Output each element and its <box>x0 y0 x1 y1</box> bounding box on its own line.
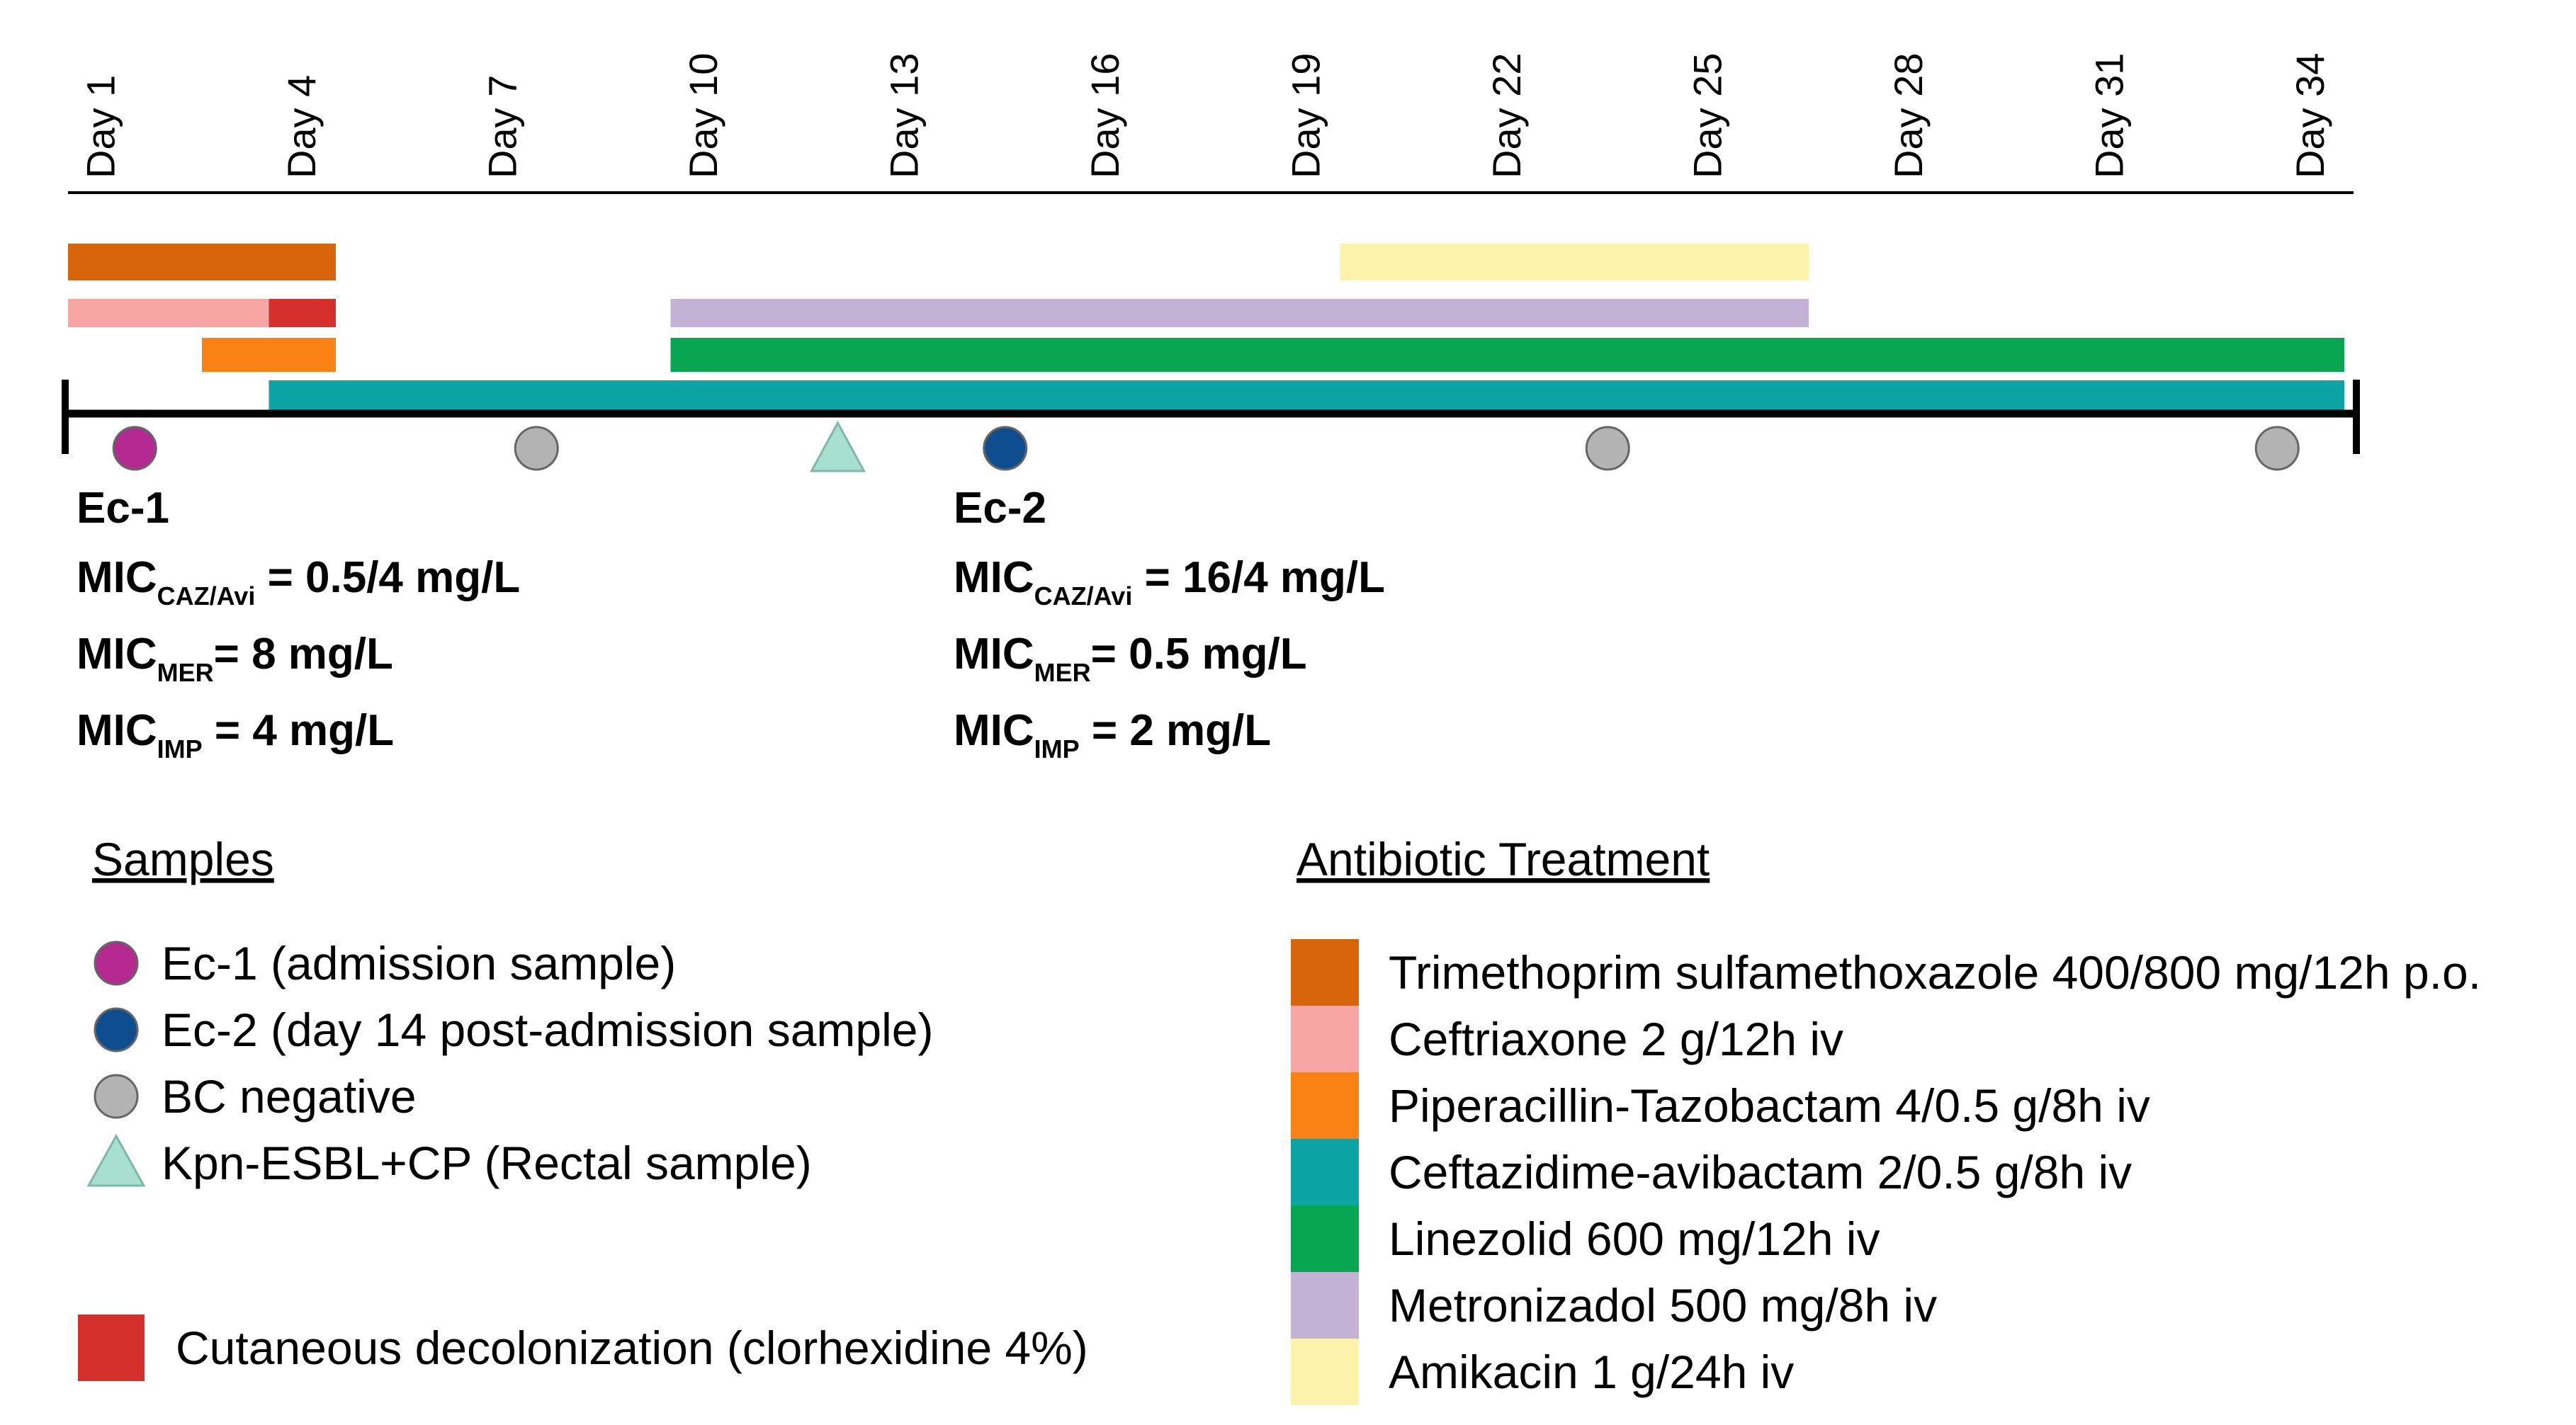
sample-marker-bc_negative-1 <box>514 426 559 471</box>
treatment-legend-swatch-pip-tazo <box>1291 1072 1359 1139</box>
decolonization-legend-swatch <box>78 1315 145 1381</box>
treatment-legend-swatch-amikacin <box>1291 1339 1359 1405</box>
treatment-bars <box>68 244 2344 414</box>
tick-label-day-31: Day 31 <box>2086 53 2131 178</box>
sample-marker-ec1-0 <box>112 426 157 471</box>
treatment-legend-swatch-metronidazole <box>1291 1272 1359 1339</box>
sample-markers <box>112 420 2300 472</box>
linezolid-bar <box>670 338 2344 372</box>
mic-line-ec-2-mer: MICMER= 0.5 mg/L <box>954 630 1307 687</box>
tick-label-day-13: Day 13 <box>881 53 926 178</box>
treatment-legend-label-ceftriaxone: Ceftriaxone 2 g/12h iv <box>1389 1013 1843 1065</box>
tick-label-day-10: Day 10 <box>681 53 725 178</box>
isolate-name-ec-2: Ec-2 <box>954 484 1046 533</box>
decolonization-legend: Cutaneous decolonization (clorhexidine 4… <box>78 1315 1088 1381</box>
tick-label-day-1: Day 1 <box>78 75 123 178</box>
samples-legend-swatch-kpn <box>86 1133 146 1187</box>
samples-legend-title: Samples <box>92 833 274 885</box>
treatment-legend-label-tmp-smx: Trimethoprim sulfamethoxazole 400/800 mg… <box>1389 946 2481 999</box>
decolonization-legend-label: Cutaneous decolonization (clorhexidine 4… <box>176 1322 1088 1374</box>
tick-label-day-28: Day 28 <box>1886 53 1931 178</box>
metronidazole-bar <box>670 299 1809 327</box>
treatment-legend-swatch-tmp-smx <box>1291 939 1359 1006</box>
mic-line-ec-1-caz-avi: MICCAZ/Avi = 0.5/4 mg/L <box>77 553 520 611</box>
treatment-legend: Antibiotic Treatment Trimethoprim sulfam… <box>1291 833 2481 1405</box>
sample-marker-kpn-2 <box>809 420 866 472</box>
samples-legend-swatch-bc_negative <box>94 1074 139 1119</box>
tick-label-day-7: Day 7 <box>480 75 524 178</box>
treatment-legend-swatch-ceftriaxone <box>1291 1006 1359 1072</box>
treatment-legend-label-metronidazole: Metronizadol 500 mg/8h iv <box>1389 1279 1937 1332</box>
amikacin-bar <box>1340 244 1809 280</box>
samples-legend-swatch-ec2 <box>94 1007 139 1052</box>
treatment-legend-label-pip-tazo: Piperacillin-Tazobactam 4/0.5 g/8h iv <box>1389 1079 2150 1132</box>
tick-label-day-22: Day 22 <box>1484 53 1529 178</box>
caz-avi-bar <box>269 380 2344 414</box>
sample-marker-bc_negative-4 <box>1585 426 1630 471</box>
tick-label-day-16: Day 16 <box>1083 53 1127 178</box>
day-tick-labels: Day 1 Day 4 Day 7 Day 10 Day 13 Day 16 Day 19 D… <box>78 53 2332 178</box>
mic-line-ec-2-caz-avi: MICCAZ/Avi = 16/4 mg/L <box>954 553 1385 611</box>
tick-label-day-4: Day 4 <box>279 75 324 178</box>
samples-legend: Samples Ec-1 (admission sample) Ec-2 (day… <box>86 833 933 1189</box>
samples-legend-label-ec2: Ec-2 (day 14 post-admission sample) <box>162 1004 933 1056</box>
treatment-legend-label-amikacin: Amikacin 1 g/24h iv <box>1389 1346 1794 1398</box>
isolate-name-ec-1: Ec-1 <box>77 484 169 533</box>
mic-line-ec-2-imp: MICIMP = 2 mg/L <box>954 706 1271 763</box>
sample-marker-ec2-3 <box>983 426 1028 471</box>
samples-legend-label-ec1: Ec-1 (admission sample) <box>162 937 676 989</box>
mic-line-ec-1-imp: MICIMP = 4 mg/L <box>77 706 394 763</box>
sample-marker-bc_negative-5 <box>2254 426 2300 471</box>
samples-legend-swatch-ec1 <box>94 941 139 986</box>
tick-label-day-34: Day 34 <box>2288 53 2332 178</box>
isolate-mic-blocks: Ec-1 MICCAZ/Avi = 0.5/4 mg/L MICMER= 8 mg/… <box>77 484 1385 763</box>
pip-tazo-bar <box>202 338 336 372</box>
treatment-legend-label-caz-avi: Ceftazidime-avibactam 2/0.5 g/8h iv <box>1389 1146 2132 1198</box>
tick-label-day-25: Day 25 <box>1685 53 1729 178</box>
mic-line-ec-1-mer: MICMER= 8 mg/L <box>77 630 393 687</box>
treatment-legend-swatch-caz-avi <box>1291 1139 1359 1205</box>
tmp-smx-bar <box>68 244 336 280</box>
samples-legend-label-kpn: Kpn-ESBL+CP (Rectal sample) <box>162 1137 812 1189</box>
treatment-legend-swatch-linezolid <box>1291 1205 1359 1272</box>
main-timeline-axis <box>62 380 2360 454</box>
treatment-legend-label-linezolid: Linezolid 600 mg/12h iv <box>1389 1213 1880 1265</box>
treatment-legend-title: Antibiotic Treatment <box>1297 833 1710 885</box>
samples-legend-label-bc_negative: BC negative <box>162 1070 417 1123</box>
tick-label-day-19: Day 19 <box>1283 53 1328 178</box>
ceftriaxone-bar <box>68 299 269 327</box>
decolonization-bar <box>269 299 336 327</box>
